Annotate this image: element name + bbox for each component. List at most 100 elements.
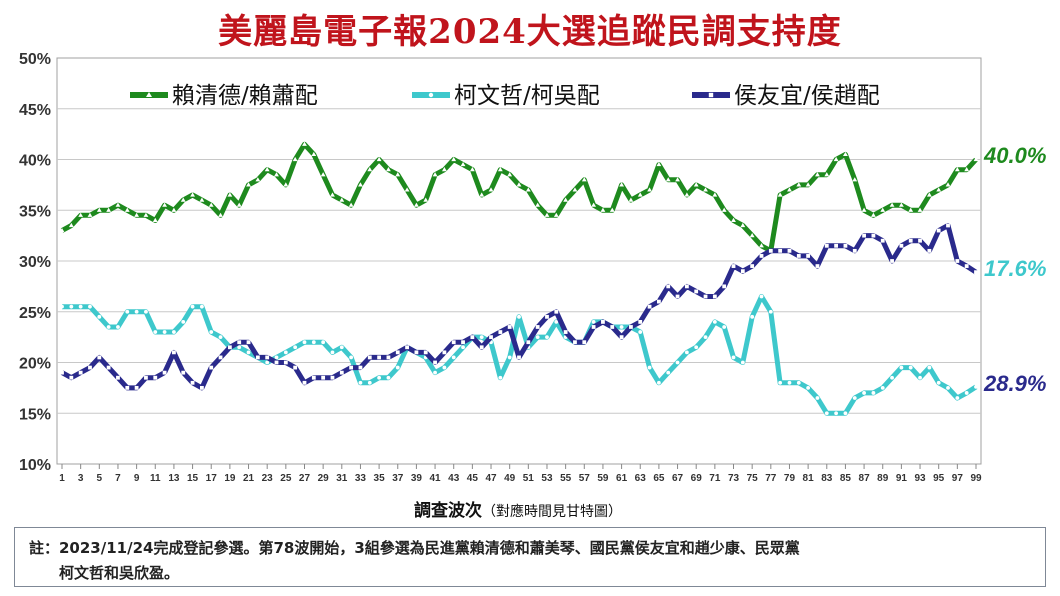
data-point — [535, 325, 540, 329]
data-point — [917, 207, 923, 212]
data-point — [507, 325, 512, 329]
data-point — [246, 182, 251, 187]
data-point — [610, 325, 615, 329]
data-point — [890, 259, 894, 263]
data-point — [927, 248, 932, 253]
x-tick-label: 9 — [134, 473, 140, 484]
data-point — [647, 365, 652, 370]
data-point — [852, 248, 857, 253]
data-point — [628, 197, 634, 202]
data-point — [806, 385, 811, 390]
data-point — [116, 375, 120, 380]
x-tick-label: 45 — [467, 473, 479, 484]
x-tick-label: 33 — [355, 473, 367, 484]
x-tick-label: 37 — [392, 473, 404, 484]
y-tick-label: 50% — [19, 51, 51, 68]
data-point — [274, 355, 279, 360]
data-point — [787, 248, 792, 253]
data-point — [433, 360, 437, 365]
data-point — [834, 411, 839, 416]
data-point — [358, 365, 363, 370]
data-point — [87, 212, 93, 217]
legend: 賴清德/賴蕭配 柯文哲/柯吳配 侯友宜/侯趙配 — [130, 83, 880, 109]
data-point — [153, 375, 158, 380]
data-point — [750, 264, 755, 268]
y-tick-label: 30% — [19, 254, 51, 271]
x-tick-label: 59 — [597, 473, 609, 484]
data-point — [246, 340, 251, 345]
data-point — [395, 172, 401, 177]
x-tick-label: 79 — [784, 473, 796, 484]
data-point — [498, 375, 503, 380]
data-point — [293, 365, 298, 370]
data-point — [517, 355, 521, 360]
x-tick-label: 11 — [150, 473, 161, 484]
x-tick-label: 17 — [206, 473, 218, 484]
data-point — [330, 192, 335, 197]
data-point — [768, 309, 773, 314]
end-value-label: 17.6% — [984, 256, 1046, 281]
data-point — [218, 335, 223, 340]
data-point — [349, 355, 354, 360]
data-point — [666, 370, 671, 375]
data-point — [805, 182, 811, 187]
data-point — [675, 177, 680, 182]
data-point — [106, 207, 112, 212]
end-labels: 40.0% 17.6% 28.9% — [983, 143, 1046, 396]
data-point — [815, 172, 820, 177]
data-point — [264, 167, 270, 172]
x-axis-ticks: 1 3 5 7 9 11 13 15 17 19 21 23 25 27 29 31 33 35 37 39 41 43 4… — [59, 464, 982, 484]
x-tick-label: 47 — [485, 473, 497, 484]
data-point — [973, 156, 979, 162]
data-point — [554, 309, 559, 314]
x-tick-label: 21 — [243, 473, 255, 484]
data-point — [479, 192, 485, 197]
data-point — [134, 212, 140, 217]
x-axis-title: 調查波次（對應時間見甘特圖） — [414, 500, 622, 521]
data-point — [265, 355, 270, 360]
data-point — [134, 309, 139, 314]
data-point — [209, 365, 214, 370]
data-point — [918, 238, 922, 243]
x-tick-label: 73 — [728, 473, 740, 484]
data-point — [740, 269, 745, 274]
data-point — [497, 167, 503, 172]
data-point — [349, 365, 354, 370]
data-point — [60, 370, 64, 375]
data-point — [964, 167, 970, 172]
legend-label: 賴清德/賴蕭配 — [172, 83, 318, 109]
data-point — [852, 177, 858, 182]
data-point — [358, 182, 363, 187]
data-point — [787, 187, 792, 192]
data-point — [218, 355, 223, 360]
y-tick-label: 10% — [19, 457, 51, 474]
data-point — [144, 309, 148, 314]
data-point — [852, 396, 857, 400]
data-point — [684, 284, 689, 289]
data-point — [124, 207, 130, 212]
data-point — [703, 335, 708, 340]
data-point — [862, 233, 866, 238]
data-point — [946, 385, 950, 390]
data-point — [563, 330, 568, 334]
data-point — [265, 360, 270, 365]
data-point — [59, 227, 65, 233]
data-point — [684, 350, 689, 355]
x-tick-label: 99 — [970, 473, 982, 484]
data-point — [666, 284, 671, 289]
x-tick-label: 23 — [262, 473, 274, 484]
y-tick-label: 45% — [19, 102, 51, 119]
data-point — [414, 202, 419, 207]
data-point — [376, 156, 382, 162]
data-point — [386, 375, 391, 380]
data-point — [712, 294, 717, 299]
data-point — [553, 212, 559, 217]
data-point — [470, 335, 475, 340]
data-point — [339, 370, 344, 375]
data-point — [96, 207, 102, 212]
data-point — [469, 167, 475, 172]
x-tick-label: 1 — [59, 473, 65, 484]
data-point — [517, 314, 521, 319]
data-point — [255, 177, 261, 182]
data-point — [955, 396, 960, 400]
